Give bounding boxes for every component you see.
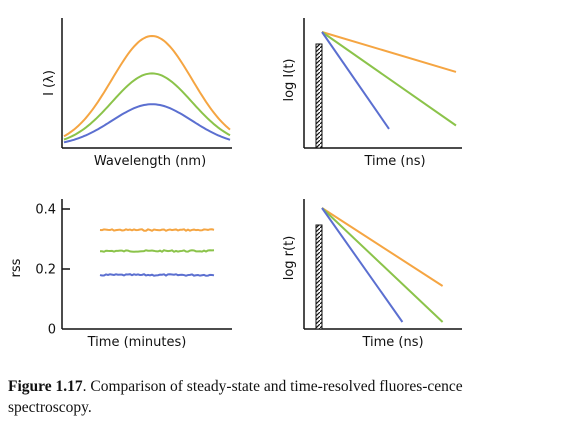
orange-decay-line — [321, 207, 444, 287]
excitation-pulse — [315, 43, 323, 149]
series-group — [99, 228, 215, 277]
green-decay-line — [321, 31, 457, 127]
blue-anisotropy-line — [99, 273, 215, 277]
x-axis-label: Time (minutes) — [87, 335, 187, 350]
excitation-pulse — [315, 224, 323, 330]
blue-decay-line — [321, 207, 404, 323]
series-group — [63, 34, 231, 144]
figure-label: Figure 1.17 — [8, 378, 83, 395]
y-ticks: 0 0.2 0.4 — [35, 203, 70, 338]
orange-anisotropy-line — [99, 228, 215, 232]
y-axis-label: I (λ) — [42, 70, 57, 96]
x-axis-label: Wavelength (nm) — [94, 154, 206, 169]
panel-steady-state-anisotropy: 0 0.2 0.4 Time (minutes) rss — [9, 199, 232, 350]
orange-series-line — [63, 34, 231, 138]
series-group — [321, 207, 444, 323]
blue-series-line — [63, 103, 231, 144]
caption-text: . Comparison of steady-state and time-re… — [8, 378, 463, 416]
y-tick-label: 0.2 — [35, 263, 56, 278]
y-axis-label: log I(t) — [282, 58, 297, 101]
green-series-line — [63, 72, 231, 141]
y-tick-label: 0.4 — [35, 203, 56, 218]
x-axis-label: Time (ns) — [363, 154, 425, 169]
orange-decay-line — [321, 31, 457, 73]
panel-intensity-decay: Time (ns) log I(t) — [282, 18, 462, 169]
panel-anisotropy-decay: Time (ns) log r(t) — [282, 199, 462, 350]
panel-emission-spectra: Wavelength (nm) I (λ) — [42, 18, 232, 169]
y-tick-label: 0 — [48, 323, 56, 338]
y-axis-label: log r(t) — [282, 236, 297, 281]
y-axis-label: rss — [9, 258, 24, 277]
blue-decay-line — [321, 31, 390, 130]
green-anisotropy-line — [99, 249, 215, 253]
series-group — [321, 31, 457, 130]
figure-caption: Figure 1.17. Comparison of steady-state … — [8, 376, 548, 418]
x-axis-label: Time (ns) — [361, 335, 423, 350]
green-decay-line — [321, 207, 444, 323]
